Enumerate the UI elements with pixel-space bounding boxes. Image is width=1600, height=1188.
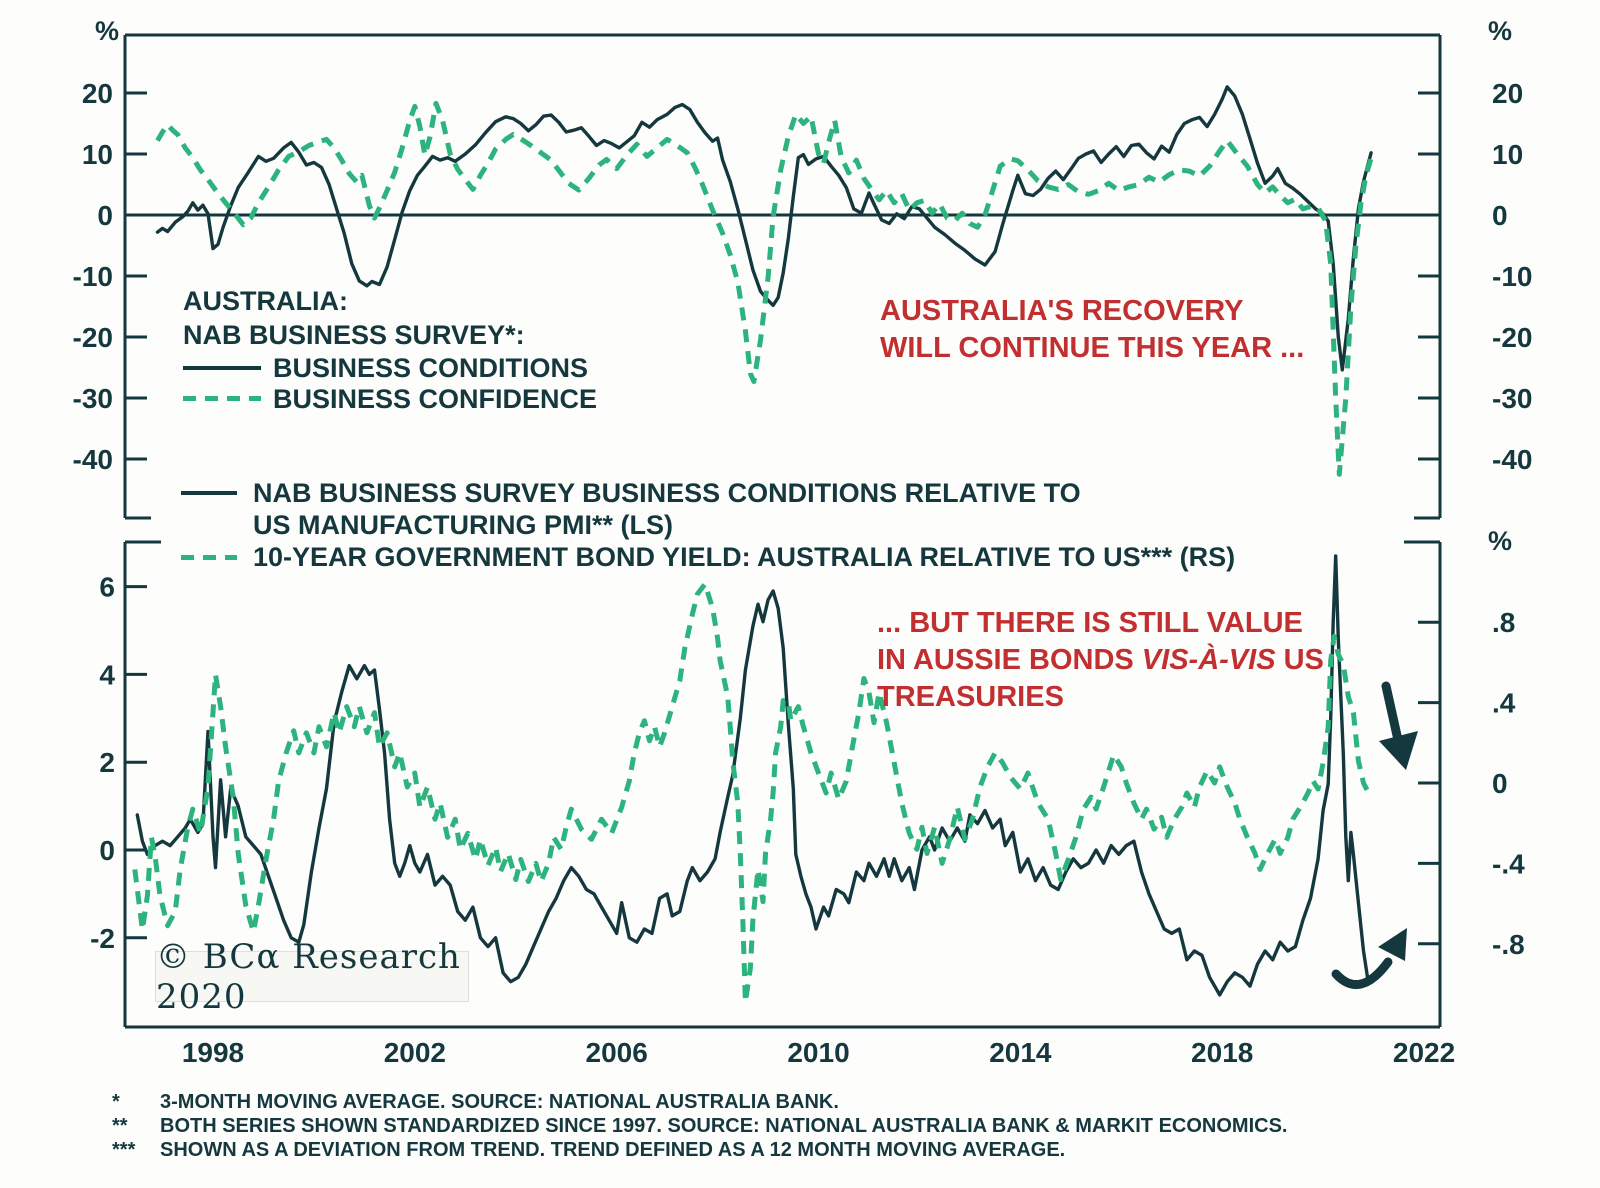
annotation-text: US bbox=[1275, 644, 1324, 676]
tick-label: -30 bbox=[1492, 383, 1532, 414]
annotation-text-italic: VIS-À-VIS bbox=[1141, 644, 1276, 676]
axes bbox=[123, 33, 1442, 1029]
bond-yield-spread-line bbox=[132, 581, 1370, 1005]
footnote-text: BOTH SERIES SHOWN STANDARDIZED SINCE 199… bbox=[160, 1115, 1288, 1137]
tick-label: -10 bbox=[73, 261, 113, 292]
legend-header-line2: NAB BUSINESS SURVEY*: bbox=[183, 320, 525, 350]
tick-label: -30 bbox=[73, 383, 113, 414]
legend-item-business-confidence: BUSINESS CONFIDENCE bbox=[183, 383, 597, 414]
legend-label-continued: US MANUFACTURING PMI** (LS) bbox=[253, 510, 673, 540]
tick-label: -.4 bbox=[1492, 848, 1525, 879]
annotation-line: ... BUT THERE IS STILL VALUE bbox=[877, 607, 1303, 639]
annotation-line: TREASURIES bbox=[877, 681, 1064, 713]
tick-label: 4 bbox=[99, 659, 115, 690]
annotation-arrows bbox=[1331, 681, 1418, 989]
tick-label: 2 bbox=[99, 747, 115, 778]
footnote-mark: * bbox=[112, 1091, 120, 1113]
tick-label: -2 bbox=[90, 923, 115, 954]
business-conditions-line bbox=[155, 85, 1373, 372]
tick-label: % bbox=[1488, 526, 1512, 556]
arrow-down-icon bbox=[1381, 681, 1403, 745]
dashed-line-sample-icon bbox=[183, 396, 261, 401]
legend-label: BUSINESS CONFIDENCE bbox=[273, 383, 598, 414]
tick-label: -.8 bbox=[1492, 929, 1525, 960]
footnote: *** SHOWN AS A DEVIATION FROM TREND. TRE… bbox=[112, 1138, 1287, 1162]
legend-label: 10-YEAR GOVERNMENT BOND YIELD: AUSTRALIA… bbox=[253, 542, 1236, 572]
tick-label: 2022 bbox=[1393, 1037, 1455, 1068]
bottom-panel-tick-labels: -2 0 2 4 6 -.8 -.4 0 .4 .8% 1998 2002 2006 2010 2014 20… bbox=[90, 526, 1525, 1068]
annotation-line: IN AUSSIE BONDS VIS-À-VIS US bbox=[877, 642, 1324, 679]
arrow-down-head-icon bbox=[1379, 731, 1418, 770]
tick-label: -40 bbox=[73, 444, 113, 475]
footnote-text: 3-MONTH MOVING AVERAGE. SOURCE: NATIONAL… bbox=[160, 1091, 839, 1113]
legend-item-bond-yield-spread: 10-YEAR GOVERNMENT BOND YIELD: AUSTRALIA… bbox=[181, 541, 1235, 573]
bca-research-watermark: © BCα Research 2020 bbox=[155, 937, 469, 1017]
tick-label: 2002 bbox=[384, 1037, 446, 1068]
tick-label: 10 bbox=[82, 139, 113, 170]
footnote-mark: ** bbox=[112, 1115, 128, 1137]
business-confidence-line bbox=[155, 100, 1374, 477]
tick-label: 0 bbox=[1492, 768, 1508, 799]
tick-label: -10 bbox=[1492, 261, 1532, 292]
legend-label: NAB BUSINESS SURVEY BUSINESS CONDITIONS … bbox=[253, 478, 1081, 508]
legend-label: BUSINESS CONDITIONS bbox=[273, 352, 589, 383]
relative-conditions-line bbox=[135, 554, 1370, 997]
top-panel-series bbox=[155, 85, 1374, 477]
tick-label: -20 bbox=[1492, 322, 1532, 353]
tick-label: -40 bbox=[1492, 444, 1532, 475]
solid-line-sample-icon bbox=[183, 365, 261, 370]
annotation-line: AUSTRALIA'S RECOVERY bbox=[880, 295, 1244, 327]
tick-label: -20 bbox=[73, 322, 113, 353]
footnotes: * 3-MONTH MOVING AVERAGE. SOURCE: NATION… bbox=[112, 1090, 1287, 1162]
dashed-line-sample-icon bbox=[181, 554, 237, 560]
top-panel-tick-labels: -40 -40 -30 -30 -20 -20 -10 -10 0 0 10 10 20 20%% bbox=[73, 16, 1533, 475]
tick-label: 2014 bbox=[989, 1037, 1052, 1068]
annotation-text: IN AUSSIE BONDS bbox=[877, 644, 1142, 676]
tick-label: .4 bbox=[1492, 688, 1516, 719]
tick-label: 0 bbox=[1492, 200, 1508, 231]
tick-label: 2006 bbox=[586, 1037, 648, 1068]
tick-label: .8 bbox=[1492, 607, 1515, 638]
legend-item-relative-conditions: NAB BUSINESS SURVEY BUSINESS CONDITIONS … bbox=[181, 477, 1235, 509]
curved-arrow-icon bbox=[1331, 957, 1393, 989]
footnote: * 3-MONTH MOVING AVERAGE. SOURCE: NATION… bbox=[112, 1090, 1287, 1114]
tick-label: % bbox=[1488, 16, 1512, 46]
curved-arrow-head-icon bbox=[1378, 928, 1407, 961]
tick-label: 6 bbox=[99, 572, 115, 603]
footnote-text: SHOWN AS A DEVIATION FROM TREND. TREND D… bbox=[160, 1139, 1066, 1161]
solid-line-sample-icon bbox=[181, 491, 237, 495]
tick-label: % bbox=[95, 16, 119, 46]
tick-label: 10 bbox=[1492, 139, 1523, 170]
tick-label: 2010 bbox=[787, 1037, 849, 1068]
annotation-bonds-value: ... BUT THERE IS STILL VALUE IN AUSSIE B… bbox=[877, 605, 1324, 716]
tick-label: 0 bbox=[99, 835, 115, 866]
tick-label: 20 bbox=[1492, 78, 1523, 109]
legend-bottom-panel: NAB BUSINESS SURVEY BUSINESS CONDITIONS … bbox=[181, 477, 1235, 573]
footnote: ** BOTH SERIES SHOWN STANDARDIZED SINCE … bbox=[112, 1114, 1287, 1138]
legend-top-panel: AUSTRALIA: NAB BUSINESS SURVEY*: BUSINES… bbox=[183, 284, 597, 414]
bottom-panel-series bbox=[132, 554, 1370, 1005]
annotation-line: WILL CONTINUE THIS YEAR ... bbox=[880, 332, 1305, 364]
legend-header-line1: AUSTRALIA: bbox=[183, 286, 348, 316]
tick-label: 0 bbox=[97, 200, 113, 231]
footnote-mark: *** bbox=[112, 1139, 136, 1161]
annotation-recovery: AUSTRALIA'S RECOVERY WILL CONTINUE THIS … bbox=[880, 293, 1304, 367]
legend-item-business-conditions: BUSINESS CONDITIONS bbox=[183, 352, 597, 383]
tick-label: 20 bbox=[82, 78, 113, 109]
tick-label: 2018 bbox=[1191, 1037, 1253, 1068]
tick-label: 1998 bbox=[182, 1037, 244, 1068]
